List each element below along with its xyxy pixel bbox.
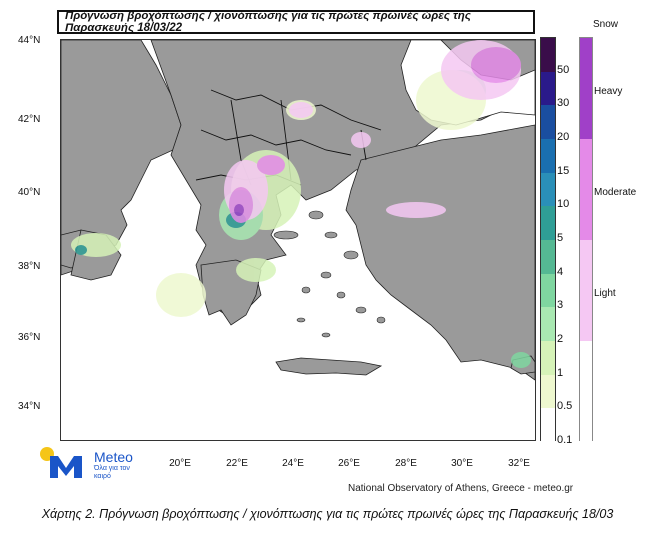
snow-legend-title: Snow xyxy=(593,19,619,30)
snow-label-heavy: Heavy xyxy=(594,86,623,97)
rain-legend-label: 50 xyxy=(557,63,570,76)
rain-legend-label: 1 xyxy=(557,366,564,379)
rain-color-segment xyxy=(541,138,555,173)
rain-legend-label: 15 xyxy=(557,164,570,177)
snow-color-segment xyxy=(580,341,592,442)
snow-label-light: Light xyxy=(594,288,616,299)
lat-label-34: 34°N xyxy=(18,401,41,412)
rain-legend-label: 4 xyxy=(557,265,564,278)
lat-label-38: 38°N xyxy=(18,261,41,272)
rain-color-segment xyxy=(541,206,555,240)
rain-legend-label: 20 xyxy=(557,131,570,143)
logo-subtitle: Όλα για τον καιρό xyxy=(94,465,130,480)
rain-color-segment xyxy=(541,172,555,207)
rain-legend-label: 30 xyxy=(557,97,570,110)
snow-label-moderate: Moderate xyxy=(594,187,637,198)
rain-color-segment xyxy=(541,374,555,409)
figure-caption: Χάρτης 2. Πρόγνωση βροχόπτωσης / χιονόπτ… xyxy=(41,507,614,521)
lat-label-44: 44°N xyxy=(18,35,41,46)
lon-label-24: 24°E xyxy=(282,458,304,469)
rain-legend-label: 5 xyxy=(557,232,564,244)
map-title: Πρόγνωση βροχόπτωσης / χιονόπτωσης για τ… xyxy=(65,10,471,34)
lat-label-40: 40°N xyxy=(18,187,41,198)
rain-color-segment xyxy=(541,71,555,106)
lon-label-22: 22°E xyxy=(226,458,248,469)
rain-color-segment xyxy=(541,340,555,375)
rain-color-bar xyxy=(540,37,556,442)
snow-color-bar xyxy=(579,37,593,442)
snow-color-segment xyxy=(580,139,592,240)
snow-areas xyxy=(224,40,521,223)
rain-color-segment xyxy=(541,239,555,274)
aegean-islands xyxy=(273,210,386,338)
map-canvas xyxy=(61,40,535,440)
lat-label-36: 36°N xyxy=(18,332,41,343)
snow-color-segment xyxy=(580,38,592,139)
precipitation-map xyxy=(60,39,536,441)
rain-legend-label: 0.5 xyxy=(557,400,573,413)
rain-color-segment xyxy=(541,307,555,341)
rain-color-segment xyxy=(541,105,555,139)
lon-label-32: 32°E xyxy=(508,458,530,469)
rain-legend-label: 0.1 xyxy=(557,434,573,446)
rain-legend-label: 2 xyxy=(557,333,564,345)
rain-color-segment xyxy=(541,408,555,442)
rain-color-segment xyxy=(541,273,555,308)
map-title-box: Πρόγνωση βροχόπτωσης / χιονόπτωσης για τ… xyxy=(57,10,535,34)
rain-legend-label: 3 xyxy=(557,299,564,312)
land-crete xyxy=(275,357,383,376)
lon-label-30: 30°E xyxy=(451,458,473,469)
lon-label-20: 20°E xyxy=(169,458,191,469)
logo-name: Meteo xyxy=(94,449,133,465)
lon-label-26: 26°E xyxy=(338,458,360,469)
land-turkey xyxy=(345,124,535,381)
credit-text: National Observatory of Athens, Greece -… xyxy=(348,483,574,494)
lat-label-42: 42°N xyxy=(18,114,41,125)
snow-color-segment xyxy=(580,240,592,341)
rain-color-segment xyxy=(541,38,555,72)
rain-legend-label: 10 xyxy=(557,198,570,211)
meteo-logo xyxy=(40,447,82,478)
lon-label-28: 28°E xyxy=(395,458,417,469)
